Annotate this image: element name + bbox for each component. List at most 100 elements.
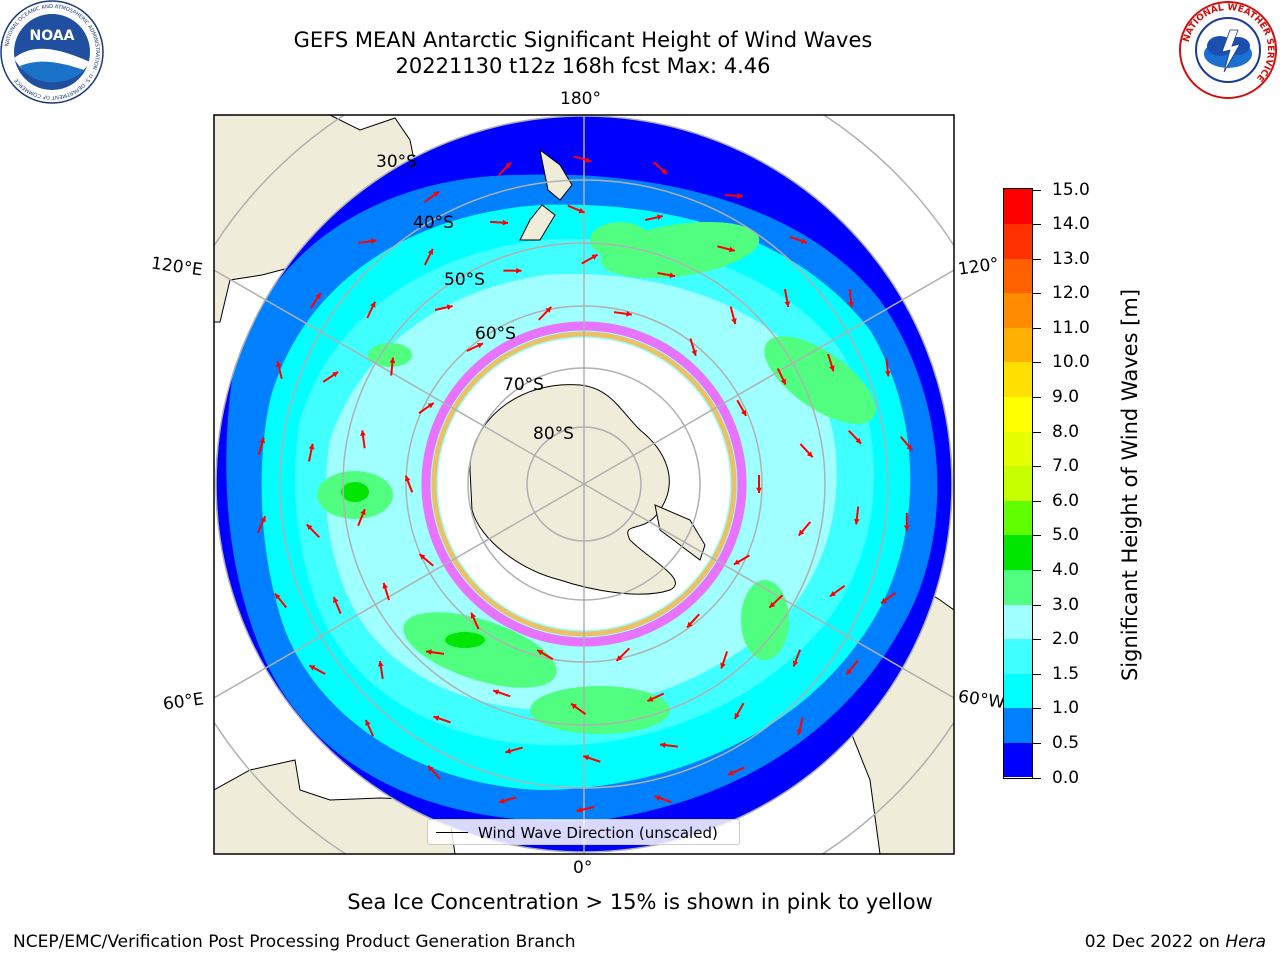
wave-arrow-head <box>769 601 776 608</box>
wave-arrow-head <box>855 437 862 444</box>
wave-arrow-head <box>796 729 803 736</box>
wave-arrow-head <box>516 267 522 274</box>
lat-label-50s: 50°S <box>444 270 485 290</box>
wave-arrow-head <box>669 272 676 279</box>
wave-arrow-head <box>427 402 434 409</box>
wave-arrow-head <box>906 444 913 451</box>
map-title: GEFS MEAN Antarctic Significant Height o… <box>293 28 873 52</box>
wave-arrow-head <box>502 219 509 226</box>
colorbar-tick <box>1033 639 1041 641</box>
colorbar-band <box>1004 292 1032 328</box>
map-subtitle: 20221130 t12z 168h fcst Max: 4.46 <box>395 54 771 78</box>
colorbar-tick-label: 9.0 <box>1052 387 1080 408</box>
wave-arrow-head <box>308 443 315 450</box>
wave-arrow-head <box>647 696 654 702</box>
colorbar-tick <box>1033 362 1041 364</box>
lat-label-30s: 30°S <box>376 152 417 172</box>
wave-arrow-head <box>591 254 598 260</box>
colorbar-tick <box>1033 708 1041 710</box>
colorbar-band <box>1004 396 1032 432</box>
colorbar-tick <box>1033 431 1041 433</box>
colorbar-band <box>1004 534 1032 570</box>
colorbar-tick <box>1033 397 1041 399</box>
wave-arrow-head <box>756 487 762 493</box>
lat-label-80s: 80°S <box>533 424 574 444</box>
map-legend: Wind Wave Direction (unscaled) <box>427 819 740 845</box>
colorbar-tick-label: 15.0 <box>1052 179 1090 200</box>
colorbar-tick-label: 0.5 <box>1052 732 1080 753</box>
wave-arrow-head <box>306 524 313 531</box>
wave-arrow-head <box>477 342 484 349</box>
lon-label-180: 180° <box>560 89 601 109</box>
colorbar-tick <box>1033 466 1041 468</box>
wave-arrow-head <box>880 597 887 604</box>
wave-arrow-head <box>798 529 805 536</box>
colorbar-tick-label: 3.0 <box>1052 594 1080 615</box>
wave-arrow-head <box>654 795 661 801</box>
wave-arrow-head <box>661 168 668 175</box>
colorbar-title: Significant Height of Wind Waves [m] <box>1118 288 1142 682</box>
wave-arrow-head <box>360 509 366 516</box>
wave-arrow-head <box>576 807 583 813</box>
wave-arrow-head <box>427 248 434 255</box>
wave-arrow-head <box>660 742 666 748</box>
wave-arrow-head <box>585 157 592 163</box>
colorbar-tick <box>1033 673 1041 675</box>
wave-arrow-head <box>309 665 316 671</box>
wave-arrow-head <box>389 357 396 364</box>
wave-arrow-head <box>315 292 321 299</box>
wave-arrow-head <box>433 715 440 721</box>
colorbar-tick-label: 1.5 <box>1052 663 1080 684</box>
wind-wave-arrows <box>256 155 914 813</box>
wave-arrow-head <box>687 621 693 628</box>
wave-arrow-head <box>333 596 339 603</box>
colorbar-tick-label: 0.0 <box>1052 767 1080 788</box>
wave-arrow-head <box>505 162 512 169</box>
host-name: Hera <box>1225 932 1266 952</box>
new-zealand-land <box>519 148 573 241</box>
wave-arrow-head <box>419 554 426 560</box>
wave-arrow-head <box>734 712 740 719</box>
colorbar-tick-label: 8.0 <box>1052 421 1080 442</box>
wave-arrow-head <box>853 518 860 525</box>
colorbar-tick <box>1033 189 1041 191</box>
lat-label-40s: 40°S <box>413 213 454 233</box>
lon-label-0: 0° <box>573 858 593 878</box>
wave-arrow-head <box>801 238 808 244</box>
wave-arrow-head <box>780 378 786 385</box>
colorbar-band <box>1004 500 1032 536</box>
legend-label: Wind Wave Direction (unscaled) <box>478 824 718 842</box>
wave-arrow-head <box>260 516 266 523</box>
wave-arrow-head <box>570 703 577 710</box>
lat-label-60s: 60°S <box>475 324 516 344</box>
wave-arrow-head <box>360 430 366 436</box>
wave-arrow-head <box>370 238 377 244</box>
wave-arrow-head <box>691 349 697 356</box>
wave-arrow-head <box>446 304 453 310</box>
africa-land <box>214 759 456 854</box>
wave-arrow-head <box>259 437 266 444</box>
map-frame <box>213 114 955 855</box>
date-stamp: 02 Dec 2022 on Hera <box>1085 932 1266 952</box>
wave-arrow-head <box>903 525 910 531</box>
wave-arrow-head <box>784 301 791 307</box>
colorbar-tick-label: 11.0 <box>1052 317 1090 338</box>
wave-arrow-head <box>616 655 623 661</box>
colorbar <box>1003 188 1033 779</box>
wave-arrow-head <box>537 650 544 656</box>
colorbar-tick-label: 1.0 <box>1052 698 1080 719</box>
wave-arrow-head <box>626 311 632 317</box>
wave-arrow-head <box>846 668 853 675</box>
antarctica-land <box>469 384 676 595</box>
wave-arrow-head <box>382 582 388 589</box>
wave-arrow-head <box>275 361 282 368</box>
wave-arrow-head <box>370 301 376 308</box>
sea-ice-note: Sea Ice Concentration > 15% is shown in … <box>347 890 933 914</box>
colorbar-tick <box>1033 777 1041 779</box>
wave-arrow-head <box>792 660 799 667</box>
colorbar-tick <box>1033 327 1041 329</box>
wave-arrow-head <box>731 318 737 325</box>
wave-arrow-head <box>829 365 835 372</box>
colorbar-tick-label: 12.0 <box>1052 283 1090 304</box>
